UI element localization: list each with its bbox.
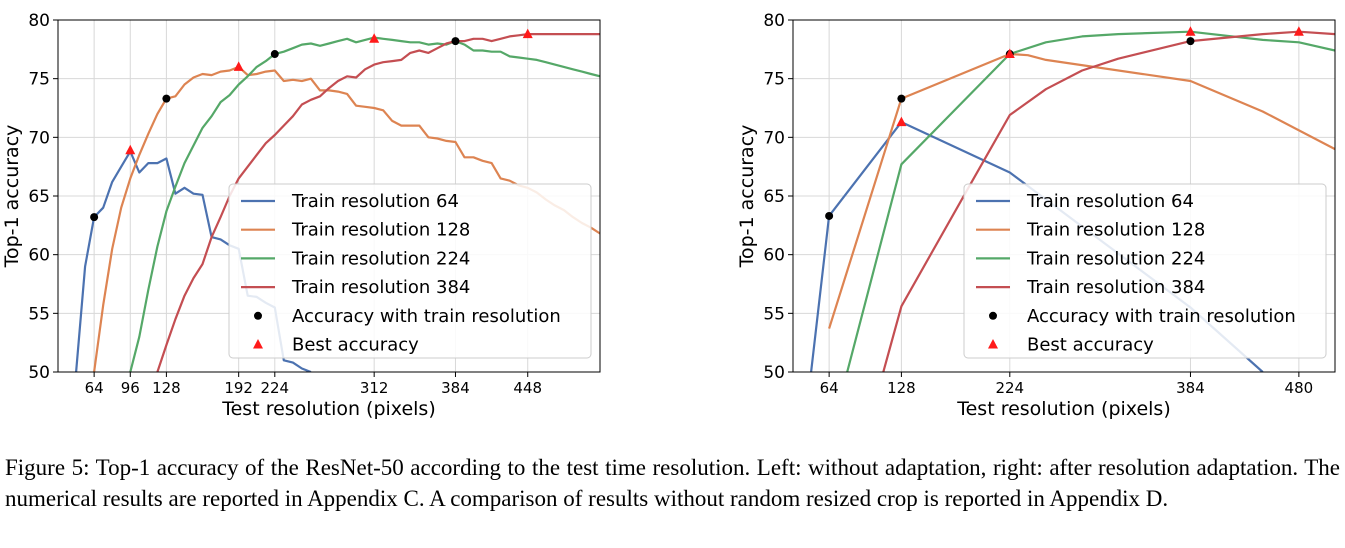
x-tick-label: 64 — [820, 379, 839, 397]
x-tick-label: 128 — [887, 379, 916, 397]
x-tick-label: 384 — [1176, 379, 1205, 397]
series-line-train-resolution-128 — [828, 52, 1335, 329]
y-tick-label: 70 — [28, 128, 50, 148]
y-tick-label: 50 — [763, 363, 785, 383]
x-tick-label: 384 — [441, 379, 470, 397]
y-tick-label: 80 — [763, 11, 785, 31]
legend-entry-label: Best accuracy — [292, 335, 419, 356]
x-tick-label: 128 — [152, 379, 181, 397]
legend: Train resolution 64 Train resolution 128 T… — [228, 183, 592, 359]
legend-entry-label: Train resolution 224 — [291, 248, 470, 269]
y-tick-label: 75 — [763, 70, 785, 90]
x-tick-label: 448 — [513, 379, 542, 397]
train-resolution-point — [270, 50, 279, 59]
x-tick-label: 192 — [224, 379, 253, 397]
chart-right: 64 128 224 384 480 50 55 60 65 70 75 80 Test resolut… — [736, 11, 1336, 420]
y-tick-label: 50 — [28, 363, 50, 383]
legend-swatch-triangle — [988, 339, 998, 349]
legend-entry-label: Train resolution 128 — [291, 220, 470, 241]
series-line-train-resolution-224 — [129, 36, 600, 372]
figure-caption: Figure 5: Top-1 accuracy of the ResNet-5… — [5, 455, 1340, 511]
series-line-train-resolution-384 — [882, 30, 1335, 372]
y-tick-label: 55 — [28, 304, 50, 324]
legend: Train resolution 64 Train resolution 128 T… — [963, 183, 1327, 359]
x-axis-label: Test resolution (pixels) — [956, 398, 1171, 420]
y-tick-label: 55 — [763, 304, 785, 324]
x-tick-label: 480 — [1285, 379, 1314, 397]
legend-box — [228, 183, 592, 359]
legend-swatch-dot — [989, 311, 997, 320]
y-tick-label: 65 — [763, 187, 785, 207]
legend-entry-label: Train resolution 384 — [1026, 277, 1205, 298]
best-accuracy-point — [233, 61, 244, 71]
best-accuracy-point — [369, 33, 380, 43]
best-accuracy-point — [1293, 26, 1304, 36]
y-tick-label: 70 — [763, 128, 785, 148]
best-accuracy-point — [125, 144, 136, 155]
legend-entry-label: Accuracy with train resolution — [292, 306, 561, 327]
x-tick-label: 96 — [121, 379, 140, 397]
train-resolution-point — [825, 211, 834, 220]
train-resolution-point — [451, 37, 460, 46]
legend-entry-label: Train resolution 384 — [291, 277, 470, 298]
best-accuracy-point — [1004, 48, 1015, 59]
y-tick-label: 60 — [28, 246, 50, 266]
train-resolution-point — [1186, 37, 1195, 46]
legend-entry-label: Train resolution 224 — [1026, 248, 1205, 269]
legend-swatch-dot — [254, 311, 262, 320]
legend-entry-label: Train resolution 64 — [291, 191, 459, 212]
best-accuracy-point — [896, 116, 907, 127]
y-tick-label: 60 — [763, 246, 785, 266]
figure: 64 96 128 192 224 312 384 448 50 55 60 65 70 75 80 Test… — [1, 11, 1336, 420]
x-tick-label: 224 — [995, 379, 1024, 397]
legend-entry-label: Train resolution 128 — [1026, 220, 1205, 241]
train-resolution-point — [897, 94, 906, 103]
legend-entry-label: Train resolution 64 — [1026, 191, 1194, 212]
chart-left: 64 96 128 192 224 312 384 448 50 55 60 65 70 75 80 Test… — [1, 11, 601, 420]
series-line-train-resolution-224 — [846, 30, 1335, 372]
x-tick-label: 312 — [360, 379, 389, 397]
best-accuracy-point — [522, 28, 533, 39]
best-accuracy-point — [1185, 26, 1196, 36]
y-axis-label: Top-1 accuracy — [1, 125, 23, 269]
train-resolution-point — [90, 213, 99, 222]
legend-swatch-triangle — [253, 339, 263, 349]
x-axis-label: Test resolution (pixels) — [221, 398, 436, 420]
x-tick-label: 64 — [85, 379, 104, 397]
x-tick-label: 224 — [260, 379, 289, 397]
y-tick-label: 65 — [28, 187, 50, 207]
y-tick-label: 80 — [28, 11, 50, 31]
legend-entry-label: Accuracy with train resolution — [1027, 306, 1296, 327]
y-tick-label: 75 — [28, 70, 50, 90]
legend-entry-label: Best accuracy — [1027, 335, 1154, 356]
legend-box — [963, 183, 1327, 359]
train-resolution-point — [162, 94, 171, 103]
y-axis-label: Top-1 accuracy — [736, 125, 758, 269]
